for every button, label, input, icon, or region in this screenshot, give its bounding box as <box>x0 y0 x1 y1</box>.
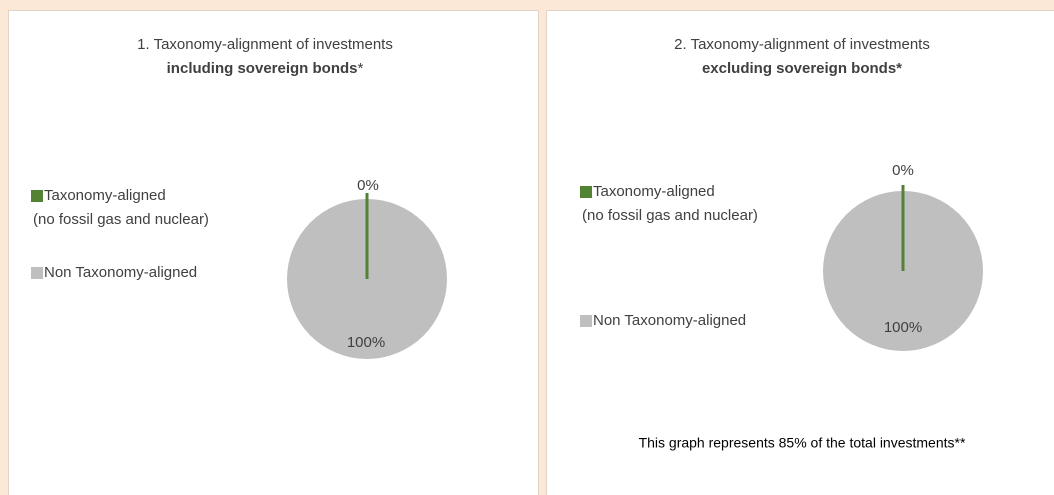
subtitle-suffix: * <box>358 60 364 77</box>
legend-swatch <box>31 190 43 202</box>
legend-label: (no fossil gas and nuclear) <box>33 211 209 228</box>
chart-subtitle: excluding sovereign bonds* <box>702 60 902 77</box>
panel <box>8 10 539 495</box>
legend-swatch <box>31 267 43 279</box>
chart-title: 1. Taxonomy-alignment of investments <box>137 36 393 53</box>
legend-swatch <box>580 315 592 327</box>
chart-title: 2. Taxonomy-alignment of investments <box>674 36 930 53</box>
legend-label: Taxonomy-aligned <box>593 183 715 200</box>
legend-swatch <box>580 186 592 198</box>
data-label: 0% <box>357 177 379 194</box>
legend-label: Non Taxonomy-aligned <box>44 264 197 281</box>
chart-note: This graph represents 85% of the total i… <box>639 435 966 451</box>
legend-label: Taxonomy-aligned <box>44 187 166 204</box>
legend-label: (no fossil gas and nuclear) <box>582 207 758 224</box>
legend-label: Non Taxonomy-aligned <box>593 312 746 329</box>
subtitle-bold: including sovereign bonds <box>167 60 358 77</box>
data-label: 100% <box>884 319 922 336</box>
chart-subtitle: including sovereign bonds* <box>167 60 364 77</box>
data-label: 0% <box>892 162 914 179</box>
data-label: 100% <box>347 334 385 351</box>
subtitle-bold: excluding sovereign bonds* <box>702 60 902 77</box>
